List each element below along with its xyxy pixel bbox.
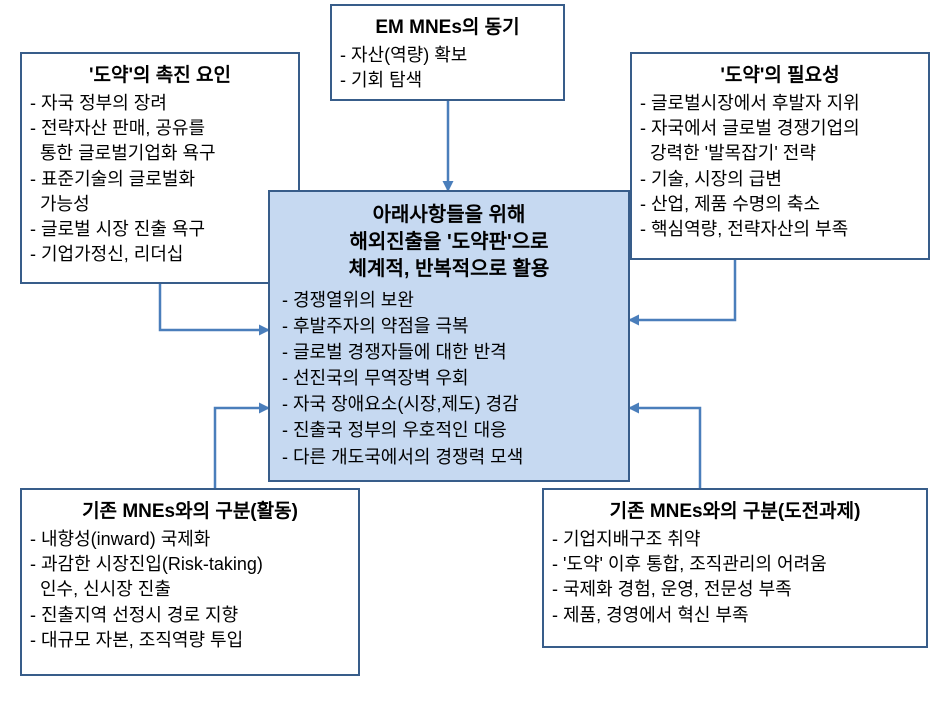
list-item: 가능성 (30, 192, 290, 217)
list-item: - 자국에서 글로벌 경쟁기업의 (640, 116, 920, 141)
box-title: 기존 MNEs와의 구분(활동) (30, 496, 350, 523)
list-item: - '도약' 이후 통합, 조직관리의 어려움 (552, 552, 918, 577)
box-title: 기존 MNEs와의 구분(도전과제) (552, 496, 918, 523)
arrow (630, 260, 735, 320)
list-item: - 글로벌 경쟁자들에 대한 반격 (282, 339, 616, 365)
box-leap-facilitators: '도약'의 촉진 요인 - 자국 정부의 장려- 전략자산 판매, 공유를 통한… (20, 52, 300, 284)
box-mnes-distinction-challenges: 기존 MNEs와의 구분(도전과제) - 기업지배구조 취약- '도약' 이후 … (542, 488, 928, 648)
arrow (160, 284, 268, 330)
center-box-springboard: 아래사항들을 위해 해외진출을 '도약판'으로 체계적, 반복적으로 활용 - … (268, 190, 630, 482)
box-items: - 자산(역량) 확보- 기회 탐색 (340, 43, 555, 93)
list-item: - 핵심역량, 전략자산의 부족 (640, 217, 920, 242)
list-item: - 기술, 시장의 급변 (640, 167, 920, 192)
box-em-mnes-motivation: EM MNEs의 동기 - 자산(역량) 확보- 기회 탐색 (330, 4, 565, 101)
box-items: - 기업지배구조 취약- '도약' 이후 통합, 조직관리의 어려움- 국제화 … (552, 527, 918, 628)
list-item: - 선진국의 무역장벽 우회 (282, 365, 616, 391)
list-item: - 산업, 제품 수명의 축소 (640, 192, 920, 217)
list-item: - 진출국 정부의 우호적인 대응 (282, 417, 616, 443)
center-title: 아래사항들을 위해 해외진출을 '도약판'으로 체계적, 반복적으로 활용 (282, 202, 616, 283)
arrow (215, 408, 268, 488)
list-item: - 자산(역량) 확보 (340, 43, 555, 68)
list-item: - 기업가정신, 리더십 (30, 242, 290, 267)
box-mnes-distinction-activities: 기존 MNEs와의 구분(활동) - 내향성(inward) 국제화- 과감한 … (20, 488, 360, 676)
list-item: - 자국 장애요소(시장,제도) 경감 (282, 391, 616, 417)
list-item: 통한 글로벌기업화 욕구 (30, 141, 290, 166)
list-item: - 글로벌 시장 진출 욕구 (30, 217, 290, 242)
list-item: - 대규모 자본, 조직역량 투입 (30, 628, 350, 653)
list-item: 인수, 신시장 진출 (30, 577, 350, 602)
center-items: - 경쟁열위의 보완- 후발주자의 약점을 극복- 글로벌 경쟁자들에 대한 반… (282, 287, 616, 470)
box-items: - 자국 정부의 장려- 전략자산 판매, 공유를 통한 글로벌기업화 욕구- … (30, 91, 290, 267)
list-item: - 국제화 경험, 운영, 전문성 부족 (552, 577, 918, 602)
box-title: '도약'의 필요성 (640, 60, 920, 87)
list-item: - 기업지배구조 취약 (552, 527, 918, 552)
box-title: '도약'의 촉진 요인 (30, 60, 290, 87)
list-item: - 다른 개도국에서의 경쟁력 모색 (282, 444, 616, 470)
list-item: - 표준기술의 글로벌화 (30, 167, 290, 192)
arrow (630, 408, 700, 488)
list-item: - 자국 정부의 장려 (30, 91, 290, 116)
list-item: - 기회 탐색 (340, 68, 555, 93)
list-item: - 내향성(inward) 국제화 (30, 527, 350, 552)
list-item: - 경쟁열위의 보완 (282, 287, 616, 313)
box-items: - 내향성(inward) 국제화- 과감한 시장진입(Risk-taking)… (30, 527, 350, 653)
box-items: - 글로벌시장에서 후발자 지위- 자국에서 글로벌 경쟁기업의 강력한 '발목… (640, 91, 920, 242)
list-item: - 전략자산 판매, 공유를 (30, 116, 290, 141)
box-title: EM MNEs의 동기 (340, 12, 555, 39)
list-item: - 진출지역 선정시 경로 지향 (30, 603, 350, 628)
list-item: - 제품, 경영에서 혁신 부족 (552, 603, 918, 628)
box-leap-necessity: '도약'의 필요성 - 글로벌시장에서 후발자 지위- 자국에서 글로벌 경쟁기… (630, 52, 930, 260)
list-item: - 후발주자의 약점을 극복 (282, 313, 616, 339)
list-item: 강력한 '발목잡기' 전략 (640, 141, 920, 166)
list-item: - 글로벌시장에서 후발자 지위 (640, 91, 920, 116)
list-item: - 과감한 시장진입(Risk-taking) (30, 552, 350, 577)
